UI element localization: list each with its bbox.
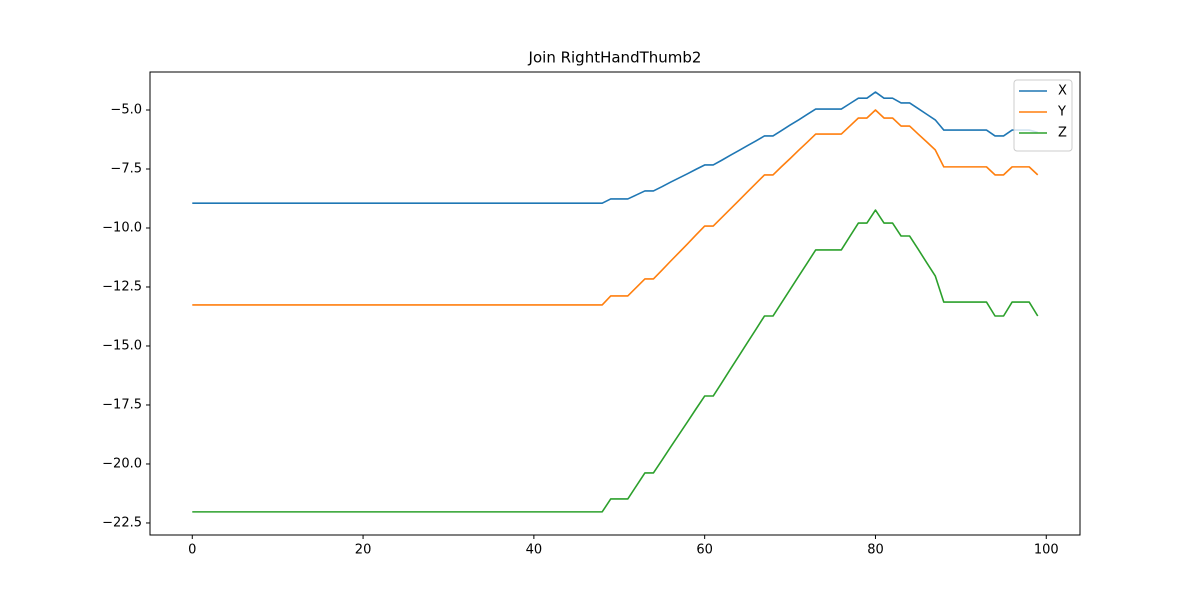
legend-label: Y bbox=[1057, 105, 1066, 120]
x-tick-label: 100 bbox=[1034, 543, 1059, 558]
x-tick-label: 0 bbox=[188, 543, 196, 558]
plot-frame bbox=[149, 71, 1081, 536]
x-tick-label: 20 bbox=[355, 543, 372, 558]
y-tick-label: −12.5 bbox=[102, 279, 142, 294]
y-tick-label: −10.0 bbox=[102, 220, 142, 235]
y-tick-label: −15.0 bbox=[102, 338, 142, 353]
series-line bbox=[192, 91, 1038, 205]
x-tick-label: 80 bbox=[867, 543, 884, 558]
series-line bbox=[192, 109, 1039, 306]
x-tick-label: 40 bbox=[526, 543, 543, 558]
legend-label: X bbox=[1058, 84, 1067, 99]
y-tick-label: −5.0 bbox=[110, 102, 142, 117]
y-tick-label: −7.5 bbox=[110, 161, 142, 176]
y-tick-label: −20.0 bbox=[102, 456, 142, 471]
legend-label: Z bbox=[1058, 126, 1067, 141]
y-tick-label: −17.5 bbox=[102, 397, 142, 412]
chart-title: Join RightHandThumb2 bbox=[528, 49, 702, 67]
y-tick-label: −22.5 bbox=[102, 515, 142, 530]
x-tick-label: 60 bbox=[696, 543, 713, 558]
series-line bbox=[192, 209, 1039, 513]
legend: XYZ bbox=[1013, 79, 1073, 152]
